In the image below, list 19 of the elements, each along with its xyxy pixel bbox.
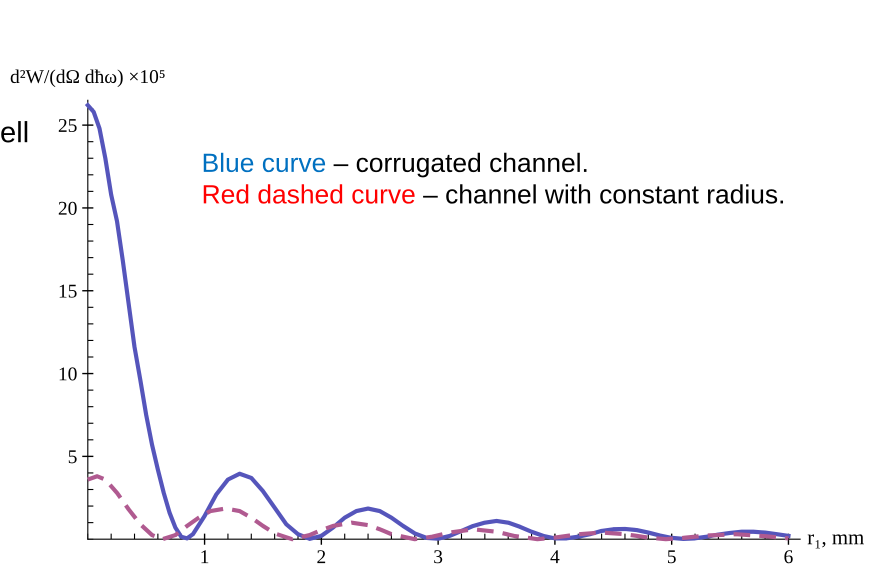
x-tick-label: 5 [668,550,676,564]
annotation: Blue curve [204,152,326,172]
y-tick-label: 15 [60,284,77,298]
y-tick-label: 25 [58,118,77,132]
y-tick-label: 20 [58,202,77,215]
x-tick-label: 1 [201,550,208,564]
annotation: – corrugated channel. [334,152,586,178]
y-axis-title: d²W/(dΩ dħω) ×10⁵ [10,69,165,88]
x-tick-label: 4 [550,550,560,564]
text: ell [1,121,28,142]
x-tick-label: 3 [434,550,442,564]
x-axis-title: r₁, mm [808,534,864,548]
x-tick-label: 2 [317,550,326,564]
y-tick-label: 10 [60,367,77,380]
y-tick-label: 5 [68,450,77,464]
line-series [86,474,791,542]
x-tick-label: 6 [784,550,793,564]
annotation: Red dashed curve [204,184,415,204]
annotation: – channel with constant radius. [423,184,784,204]
